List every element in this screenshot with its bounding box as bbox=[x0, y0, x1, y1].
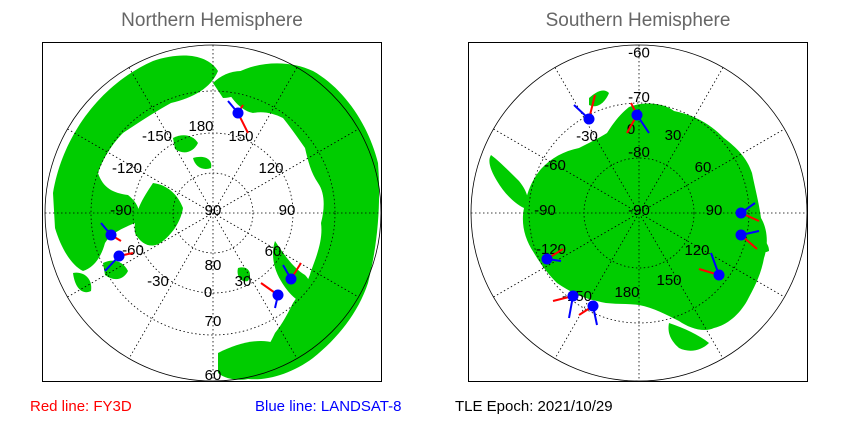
north-station-marker bbox=[227, 100, 249, 134]
landsat8-legend: Blue line: LANDSAT-8 bbox=[255, 398, 402, 415]
north-lon-label: -30 bbox=[147, 273, 169, 290]
south-lon-label: -90 bbox=[534, 202, 556, 219]
north-station-marker bbox=[100, 222, 122, 242]
north-graticule bbox=[45, 45, 381, 381]
north-lon-label: 150 bbox=[228, 128, 253, 145]
south-station-marker bbox=[626, 102, 650, 134]
south-lon-label: 60 bbox=[695, 159, 712, 176]
south-station-marker bbox=[578, 300, 599, 326]
south-lat-label: -80 bbox=[628, 144, 650, 161]
south-lat-label: -60 bbox=[628, 44, 650, 61]
fy3d-legend: Red line: FY3D bbox=[30, 398, 132, 415]
north-lon-label: 180 bbox=[188, 118, 213, 135]
south-lat-label: -70 bbox=[628, 89, 650, 106]
north-lon-label: -60 bbox=[122, 242, 144, 259]
south-lon-label: 180 bbox=[614, 284, 639, 301]
north-lon-label: -150 bbox=[142, 128, 172, 145]
north-lat-label: 90 bbox=[205, 202, 222, 219]
north-station-marker bbox=[282, 262, 302, 285]
north-lat-label: 80 bbox=[205, 257, 222, 274]
north-station-marker bbox=[260, 282, 284, 309]
south-station-marker bbox=[552, 290, 579, 319]
south-lon-label: 120 bbox=[684, 242, 709, 259]
south-map-title: Southern Hemisphere bbox=[545, 10, 731, 31]
south-station-marker bbox=[541, 248, 564, 265]
north-lon-label: -90 bbox=[110, 202, 132, 219]
south-station-marker bbox=[573, 94, 596, 125]
south-station-marker bbox=[735, 229, 760, 250]
tle-epoch-label: TLE Epoch: 2021/10/29 bbox=[455, 398, 613, 415]
south-lon-label: -30 bbox=[576, 128, 598, 145]
north-lon-label: 30 bbox=[235, 273, 252, 290]
south-station-marker bbox=[698, 252, 725, 281]
north-station-marker bbox=[104, 250, 134, 272]
north-lon-label: -120 bbox=[112, 160, 142, 177]
north-map-title: Northern Hemisphere bbox=[121, 10, 303, 31]
south-lon-label: 0 bbox=[627, 121, 635, 138]
south-lat-labels: -60 -70 -80 -90 bbox=[628, 44, 650, 219]
south-stations bbox=[541, 94, 760, 326]
north-map-border bbox=[44, 44, 382, 382]
north-lat-label: 60 bbox=[205, 367, 222, 383]
south-polar-map: 0 30 60 90 120 150 180 -150 -120 -90 -60… bbox=[468, 42, 808, 382]
north-lat-labels: 90 80 70 60 bbox=[205, 202, 222, 383]
south-land bbox=[489, 90, 769, 351]
south-lat-label: -90 bbox=[628, 202, 650, 219]
north-lon-label: 120 bbox=[258, 160, 283, 177]
south-lon-label: -60 bbox=[544, 157, 566, 174]
north-lon-label: 0 bbox=[204, 284, 212, 301]
south-lon-label: 150 bbox=[656, 272, 681, 289]
south-lon-label: 30 bbox=[665, 127, 682, 144]
north-polar-map: 180 150 120 90 60 30 0 -30 -60 -90 -120 … bbox=[42, 42, 382, 383]
south-lon-label: 90 bbox=[706, 202, 723, 219]
north-lat-label: 70 bbox=[205, 313, 222, 330]
south-station-marker bbox=[735, 202, 760, 222]
north-lon-label: 90 bbox=[279, 202, 296, 219]
north-stations bbox=[100, 100, 302, 309]
south-lon-labels: 0 30 60 90 120 150 180 -150 -120 -90 -60… bbox=[534, 121, 722, 305]
south-graticule bbox=[471, 45, 807, 381]
north-lon-label: 60 bbox=[265, 243, 282, 260]
south-lon-label: -120 bbox=[536, 241, 566, 258]
south-map-border bbox=[470, 44, 808, 382]
